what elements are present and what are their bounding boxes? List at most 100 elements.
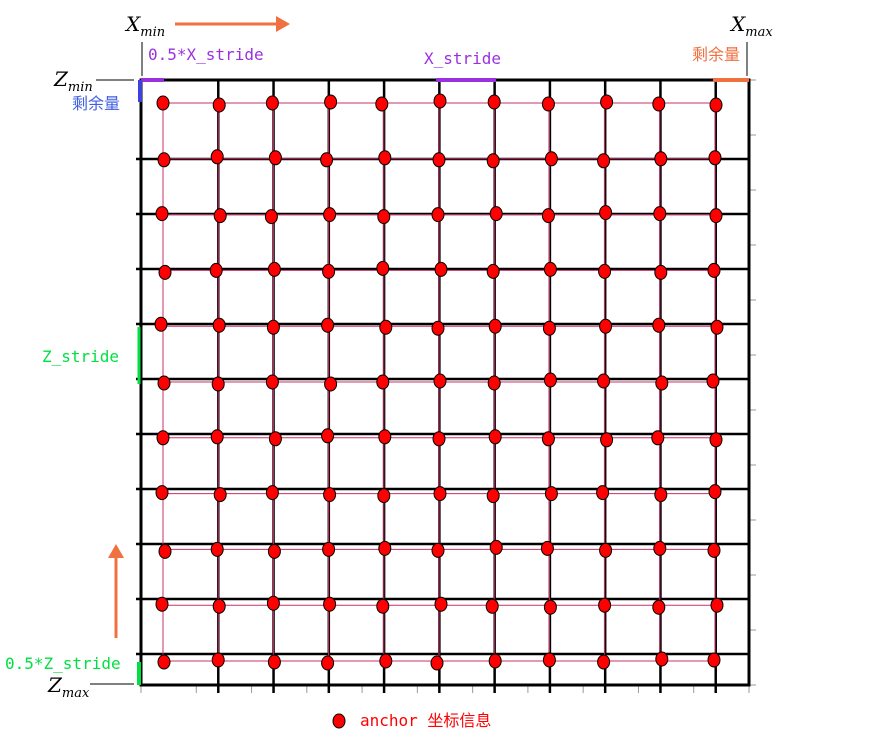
anchor-point (323, 596, 337, 612)
anchor-point (210, 149, 224, 165)
anchor-point (212, 97, 226, 113)
anchor-point (430, 655, 444, 671)
remainder-top-label: 剩余量 (692, 45, 740, 64)
x-direction-arrow (175, 16, 290, 32)
anchor-point (600, 94, 614, 110)
anchor-point (378, 540, 392, 556)
stride-markers (137, 78, 749, 685)
anchor-point (156, 95, 170, 111)
anchor-point (709, 432, 723, 448)
anchor-point (597, 153, 611, 169)
anchor-point (432, 152, 446, 168)
anchor-point (543, 372, 557, 388)
anchor-point (708, 484, 722, 500)
anchor-point (324, 376, 338, 392)
anchor-point (157, 152, 171, 168)
anchor-point (543, 599, 557, 615)
anchor-point (264, 209, 278, 225)
anchor-point (266, 595, 280, 611)
anchor-point (653, 206, 667, 222)
anchor-point (651, 430, 665, 446)
anchor-point (652, 317, 666, 333)
anchor-point (433, 486, 447, 502)
anchor-point (431, 207, 445, 223)
anchor-point (267, 654, 281, 670)
anchor-point (378, 429, 392, 445)
anchor-point (654, 487, 668, 503)
anchor-point (709, 208, 723, 224)
anchor-point (320, 152, 334, 168)
legend-label: anchor 坐标信息 (360, 711, 491, 730)
anchor-point (652, 96, 666, 112)
anchor-point (489, 206, 503, 222)
anchor-point (488, 429, 502, 445)
anchor-point (652, 599, 666, 615)
x-max-label: Xmax (729, 12, 773, 40)
anchor-point (597, 654, 611, 670)
anchor-point (542, 652, 556, 668)
anchor-point (268, 431, 282, 447)
anchor-point (155, 596, 169, 612)
anchor-point (485, 598, 499, 614)
anchor-point (488, 318, 502, 334)
remainder-left-label: 剩余量 (72, 94, 120, 113)
anchor-point (265, 95, 279, 111)
anchor-point (378, 150, 392, 166)
anchor-point (709, 97, 723, 113)
anchor-point (212, 598, 226, 614)
anchor-point (707, 652, 721, 668)
anchor-point (707, 262, 721, 278)
anchor-point (598, 263, 612, 279)
anchor-point (209, 262, 223, 278)
anchor-point (710, 597, 724, 613)
anchor-point (433, 373, 447, 389)
anchor-point (486, 488, 500, 504)
anchor-point (543, 261, 557, 277)
x-stride-label: X_stride (424, 49, 501, 68)
anchor-point (376, 260, 390, 276)
anchor-point (210, 429, 224, 445)
anchor-point (655, 651, 669, 667)
anchor-point (654, 151, 668, 167)
anchor-point (654, 264, 668, 280)
anchor-point (322, 263, 336, 279)
anchor-point (598, 597, 612, 613)
anchor-point (599, 542, 613, 558)
anchor-point (542, 320, 556, 336)
anchor-point (431, 320, 445, 336)
anchor-point (540, 540, 554, 556)
x-min-label: Xmin (124, 12, 165, 40)
anchor-point (597, 373, 611, 389)
anchor-point (707, 542, 721, 558)
anchor-point (265, 485, 279, 501)
anchor-point (324, 94, 338, 110)
anchor-point (544, 151, 558, 167)
anchor-point (706, 373, 720, 389)
anchor-point (154, 316, 168, 332)
anchor-point (596, 485, 610, 501)
anchor-point (541, 208, 555, 224)
anchor-point (376, 374, 390, 390)
anchor-point (375, 96, 389, 112)
anchor-point (157, 375, 171, 391)
anchor-point (211, 376, 225, 392)
anchor-point (321, 655, 335, 671)
anchor-point (544, 486, 558, 502)
anchor-point (434, 596, 448, 612)
legend-anchor-icon (332, 713, 346, 729)
anchor-points (154, 93, 724, 671)
z-stride-label: Z_stride (42, 347, 119, 366)
anchor-point (266, 319, 280, 335)
half-z-stride-label: 0.5*Z_stride (5, 654, 121, 673)
anchor-point (710, 319, 724, 335)
anchor-point (213, 208, 227, 224)
anchor-point (158, 543, 172, 559)
anchor-point (379, 319, 393, 335)
anchor-point (377, 209, 391, 225)
anchor-point (487, 375, 501, 391)
anchor-point (321, 317, 335, 333)
anchor-point (321, 428, 335, 444)
anchor-point (600, 432, 614, 448)
anchor-point (541, 431, 555, 447)
